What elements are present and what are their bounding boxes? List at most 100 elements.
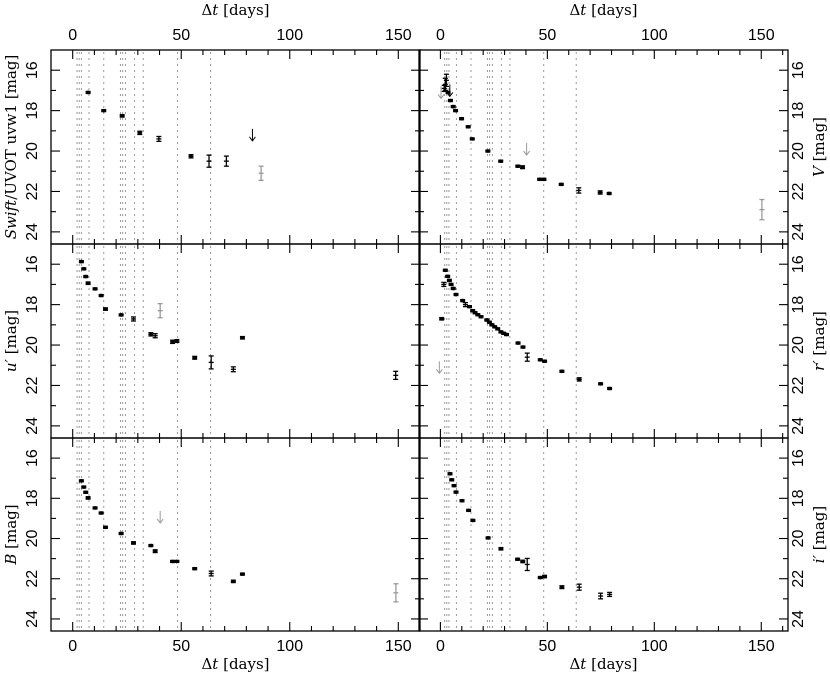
x-axis-label-unit: [days] — [218, 1, 269, 19]
data-point — [542, 359, 548, 364]
data-marker — [504, 332, 509, 337]
data-marker — [448, 98, 453, 103]
data-marker — [79, 479, 84, 483]
data-point — [192, 355, 198, 360]
panel-i: 16 18 20 22 24 i′ [mag] 0 50 100 150 Δt [days] — [418, 437, 828, 673]
data-marker — [81, 267, 86, 271]
data-marker — [459, 116, 464, 121]
data-point — [118, 313, 124, 317]
panel-u: 16 18 20 22 24 u′ [mag] — [2, 243, 421, 439]
y-tick-label: 22 — [790, 182, 807, 200]
data-point — [208, 355, 214, 370]
data-point — [447, 98, 453, 103]
data-marker — [99, 511, 103, 515]
data-point — [559, 585, 565, 590]
panel-frame — [418, 437, 789, 632]
data-point — [576, 583, 582, 591]
data-point — [598, 592, 604, 600]
data-marker — [498, 159, 503, 163]
upper-limit-arrow — [249, 128, 256, 142]
data-marker — [93, 287, 97, 291]
y-axis-label-symbol: u′ — [2, 359, 20, 373]
data-point — [576, 187, 582, 194]
data-marker — [170, 559, 175, 564]
data-point — [537, 177, 543, 182]
y-tick-label: 18 — [790, 489, 807, 507]
data-point — [148, 543, 154, 548]
data-point — [485, 149, 491, 153]
y-tick-label: 18 — [24, 296, 41, 314]
data-marker — [466, 508, 471, 513]
data-point — [453, 108, 459, 113]
data-point — [119, 114, 125, 118]
data-point — [466, 304, 472, 309]
data-point — [85, 281, 91, 286]
data-point — [607, 386, 613, 391]
gray-data-point — [258, 165, 264, 181]
data-point — [85, 496, 91, 500]
gray-upper-limit-arrow — [435, 361, 443, 375]
data-point — [498, 546, 504, 551]
y-tick-label: 24 — [24, 223, 41, 241]
data-marker — [453, 108, 458, 113]
data-point — [515, 557, 521, 562]
y-tick-label: 20 — [24, 530, 41, 548]
data-point — [78, 259, 84, 264]
data-marker — [86, 90, 90, 95]
data-marker — [466, 124, 471, 129]
panel-r: 16 18 20 22 24 r′ [mag] — [418, 243, 828, 439]
data-marker — [542, 177, 546, 182]
data-point — [524, 557, 530, 572]
x-axis-label-symbol: t — [212, 655, 219, 673]
data-marker — [149, 543, 153, 548]
data-point — [465, 124, 471, 129]
data-marker — [486, 536, 490, 540]
data-point — [101, 108, 107, 113]
data-point — [445, 274, 451, 279]
data-point — [515, 164, 521, 168]
x-axis-label-symbol: Δ — [201, 1, 212, 19]
data-point — [439, 316, 445, 321]
y-axis-label-symbol: B — [2, 554, 20, 566]
y-axis-label-symbol: r′ — [810, 360, 828, 371]
data-marker — [521, 345, 525, 349]
x-axis-label: Δt [days] — [201, 655, 269, 673]
upper-limit-arrowhead — [523, 150, 530, 156]
x-tick-label: 150 — [385, 27, 412, 44]
data-marker — [598, 190, 602, 195]
data-marker — [79, 259, 84, 264]
data-marker — [119, 531, 123, 536]
y-tick-label: 16 — [24, 61, 41, 79]
data-point — [576, 377, 582, 382]
data-marker — [119, 313, 123, 317]
data-marker — [467, 304, 472, 309]
data-point — [174, 338, 180, 344]
data-point — [537, 575, 543, 580]
y-tick-label: 24 — [24, 417, 41, 435]
x-tick-label: 0 — [436, 638, 445, 655]
data-marker — [86, 496, 90, 500]
data-point — [156, 135, 162, 142]
data-point — [81, 485, 87, 489]
data-point — [174, 559, 180, 564]
y-tick-label: 18 — [790, 102, 807, 120]
data-marker — [175, 559, 179, 564]
x-axis-label-unit: [days] — [218, 655, 269, 673]
x-tick-label: 50 — [538, 638, 556, 655]
gray-data-point — [759, 198, 765, 221]
data-marker — [538, 575, 543, 580]
x-axis-label-symbol: Δ — [201, 655, 212, 673]
y-tick-label: 22 — [790, 570, 807, 588]
x-axis-label-symbol: Δ — [569, 1, 580, 19]
data-marker — [537, 177, 542, 182]
y-tick-label: 16 — [24, 255, 41, 273]
panel-V: 16 18 20 22 24 V [mag] 0 50 100 150 Δt [days] — [418, 1, 828, 245]
data-point — [450, 104, 456, 109]
data-point — [453, 292, 459, 297]
data-marker — [495, 327, 500, 331]
data-point — [503, 332, 509, 337]
x-axis-label: Δt [days] — [569, 1, 637, 19]
data-point — [92, 287, 98, 291]
data-marker — [86, 281, 90, 286]
data-point — [537, 357, 543, 362]
